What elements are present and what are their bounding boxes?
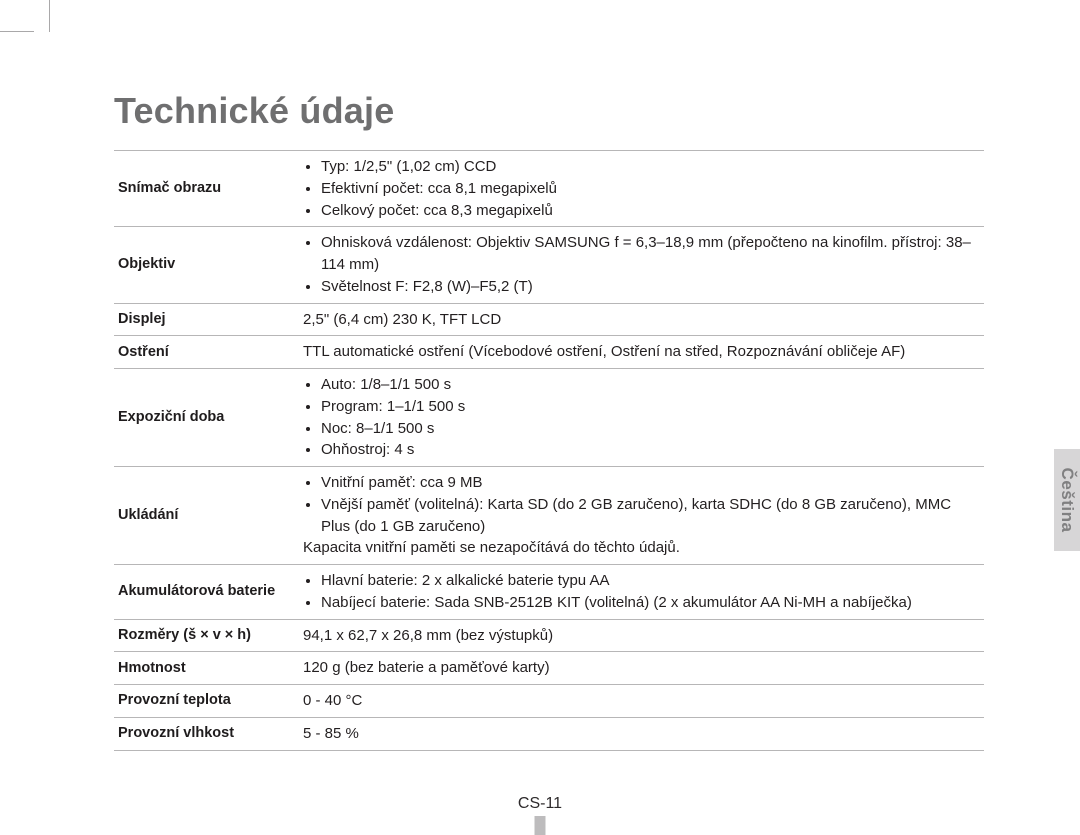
spec-value: 94,1 x 62,7 x 26,8 mm (bez výstupků)	[299, 619, 984, 652]
language-tab-label: Čeština	[1057, 468, 1077, 533]
spec-bullet-list: Typ: 1/2,5" (1,02 cm) CCDEfektivní počet…	[303, 156, 978, 221]
spec-label: Ukládání	[114, 467, 299, 565]
spec-label: Expoziční doba	[114, 369, 299, 467]
spec-label: Ostření	[114, 336, 299, 369]
page-content: Technické údaje Snímač obrazuTyp: 1/2,5"…	[114, 90, 984, 751]
table-row: UkládáníVnitřní paměť: cca 9 MBVnější pa…	[114, 467, 984, 565]
spec-bullet: Efektivní počet: cca 8,1 megapixelů	[321, 178, 978, 200]
spec-label: Hmotnost	[114, 652, 299, 685]
spec-bullet-list: Vnitřní paměť: cca 9 MBVnější paměť (vol…	[303, 472, 978, 537]
spec-label: Snímač obrazu	[114, 151, 299, 227]
spec-bullet-list: Auto: 1/8–1/1 500 sProgram: 1–1/1 500 sN…	[303, 374, 978, 461]
spec-label: Provozní vlhkost	[114, 717, 299, 750]
spec-value: TTL automatické ostření (Vícebodové ostř…	[299, 336, 984, 369]
table-row: Objektiv Ohnisková vzdálenost: Objektiv S…	[114, 227, 984, 303]
spec-value: 0 - 40 °C	[299, 685, 984, 718]
table-row: Provozní teplota0 - 40 °C	[114, 685, 984, 718]
table-row: Snímač obrazuTyp: 1/2,5" (1,02 cm) CCDEf…	[114, 151, 984, 227]
table-row: Hmotnost120 g (bez baterie a paměťové ka…	[114, 652, 984, 685]
table-row: Displej2,5" (6,4 cm) 230 K, TFT LCD	[114, 303, 984, 336]
spec-bullet: Noc: 8–1/1 500 s	[321, 418, 978, 440]
table-row: Expoziční dobaAuto: 1/8–1/1 500 sProgram…	[114, 369, 984, 467]
page-number: CS-11	[0, 795, 1080, 813]
spec-value: Hlavní baterie: 2 x alkalické baterie ty…	[299, 565, 984, 620]
spec-table: Snímač obrazuTyp: 1/2,5" (1,02 cm) CCDEf…	[114, 150, 984, 751]
spec-bullet: Světelnost F: F2,8 (W)–F5,2 (T)	[321, 276, 978, 298]
language-tab: Čeština	[1054, 449, 1080, 551]
spec-value: Typ: 1/2,5" (1,02 cm) CCDEfektivní počet…	[299, 151, 984, 227]
crop-mark-horizontal	[0, 31, 34, 32]
spec-bullet-list: Hlavní baterie: 2 x alkalické baterie ty…	[303, 570, 978, 614]
spec-label: Provozní teplota	[114, 685, 299, 718]
spec-label: Displej	[114, 303, 299, 336]
spec-bullet: Auto: 1/8–1/1 500 s	[321, 374, 978, 396]
table-row: OstřeníTTL automatické ostření (Vícebodo…	[114, 336, 984, 369]
spec-bullet: Hlavní baterie: 2 x alkalické baterie ty…	[321, 570, 978, 592]
page-number-flag	[535, 816, 546, 835]
spec-value: 120 g (bez baterie a paměťové karty)	[299, 652, 984, 685]
table-row: Rozměry (š × v × h)94,1 x 62,7 x 26,8 mm…	[114, 619, 984, 652]
crop-mark-vertical	[49, 0, 50, 32]
spec-bullet-list: Ohnisková vzdálenost: Objektiv SAMSUNG f…	[303, 232, 978, 297]
spec-value: 2,5" (6,4 cm) 230 K, TFT LCD	[299, 303, 984, 336]
page-title: Technické údaje	[114, 90, 984, 132]
spec-bullet: Typ: 1/2,5" (1,02 cm) CCD	[321, 156, 978, 178]
spec-value: Ohnisková vzdálenost: Objektiv SAMSUNG f…	[299, 227, 984, 303]
table-row: Akumulátorová baterie Hlavní baterie: 2 x…	[114, 565, 984, 620]
spec-bullet: Celkový počet: cca 8,3 megapixelů	[321, 200, 978, 222]
spec-bullet: Ohňostroj: 4 s	[321, 439, 978, 461]
spec-value: Vnitřní paměť: cca 9 MBVnější paměť (vol…	[299, 467, 984, 565]
spec-label: Objektiv	[114, 227, 299, 303]
table-row: Provozní vlhkost5 - 85 %	[114, 717, 984, 750]
spec-value: 5 - 85 %	[299, 717, 984, 750]
spec-value: Auto: 1/8–1/1 500 sProgram: 1–1/1 500 sN…	[299, 369, 984, 467]
spec-note: Kapacita vnitřní paměti se nezapočítává …	[303, 537, 978, 559]
spec-bullet: Ohnisková vzdálenost: Objektiv SAMSUNG f…	[321, 232, 978, 276]
spec-bullet: Vnitřní paměť: cca 9 MB	[321, 472, 978, 494]
spec-label: Rozměry (š × v × h)	[114, 619, 299, 652]
spec-bullet: Program: 1–1/1 500 s	[321, 396, 978, 418]
spec-bullet: Nabíjecí baterie: Sada SNB-2512B KIT (vo…	[321, 592, 978, 614]
spec-label: Akumulátorová baterie	[114, 565, 299, 620]
spec-bullet: Vnější paměť (volitelná): Karta SD (do 2…	[321, 494, 978, 538]
spec-table-body: Snímač obrazuTyp: 1/2,5" (1,02 cm) CCDEf…	[114, 151, 984, 751]
